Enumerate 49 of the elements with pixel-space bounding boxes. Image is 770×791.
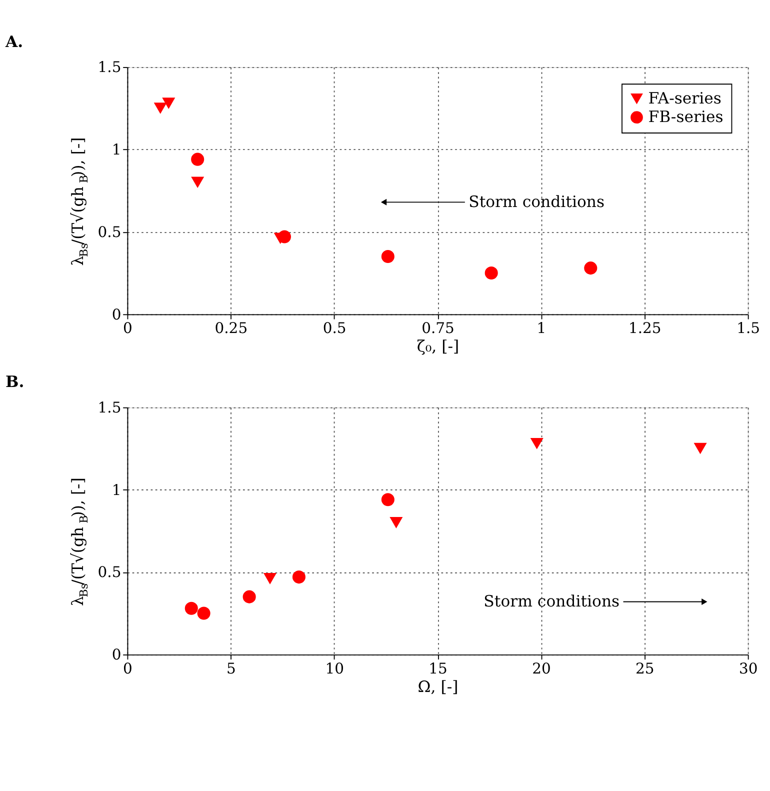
x-tick-label: 0 <box>123 320 132 338</box>
x-tick-label: 25 <box>636 660 654 678</box>
y-tick-label: 0.5 <box>98 224 122 241</box>
x-axis-title: ζ₀, [-] <box>416 336 460 356</box>
x-tick-label: 30 <box>738 660 758 678</box>
y-tick-label: 1.5 <box>98 399 122 416</box>
x-tick-label: 20 <box>532 660 551 678</box>
x-tick-label: 10 <box>325 660 344 678</box>
x-tick-label: 1.25 <box>628 320 662 338</box>
point <box>162 98 176 109</box>
y-tick-label: 1.5 <box>98 59 122 76</box>
x-tick-label: 0.5 <box>322 320 346 338</box>
chart-title: B. <box>6 372 24 392</box>
point <box>292 570 306 584</box>
point <box>154 102 167 114</box>
point <box>242 590 256 604</box>
x-tick-label: 15 <box>428 660 448 678</box>
point <box>197 606 210 620</box>
point <box>191 176 204 188</box>
x-tick-label: 5 <box>226 660 236 678</box>
chart-title: A. <box>4 32 24 51</box>
y-tick-label: 0 <box>112 306 122 324</box>
y-tick-label: 1 <box>112 142 122 159</box>
point <box>530 438 544 450</box>
x-tick-label: 1.5 <box>736 320 760 338</box>
point <box>278 230 291 244</box>
point <box>381 250 394 264</box>
x-tick-label: 1 <box>536 320 546 338</box>
legend-label: FA-series <box>648 88 722 108</box>
y-tick-label: 0.5 <box>98 564 122 582</box>
point <box>381 493 394 506</box>
annotation: Storm conditions <box>484 591 620 610</box>
point <box>584 262 598 275</box>
y-axis-title: λBs/(T√(ghB)), [-] <box>68 137 91 266</box>
y-axis-title: λBs/(T√(ghB)), [-] <box>68 478 91 606</box>
point <box>191 152 204 166</box>
point <box>263 573 277 584</box>
x-tick-label: 0.25 <box>214 320 248 338</box>
x-tick-label: 0 <box>123 660 132 678</box>
annotation: Storm conditions <box>468 192 605 211</box>
x-tick-label: 0.75 <box>422 320 454 338</box>
point <box>184 602 198 615</box>
point <box>484 266 498 280</box>
x-axis-title: Ω, [-] <box>418 676 458 696</box>
legend-label: FB-series <box>648 106 724 126</box>
point <box>390 517 403 528</box>
point <box>694 442 707 454</box>
y-tick-label: 0 <box>112 646 122 664</box>
y-tick-label: 1 <box>112 482 122 499</box>
